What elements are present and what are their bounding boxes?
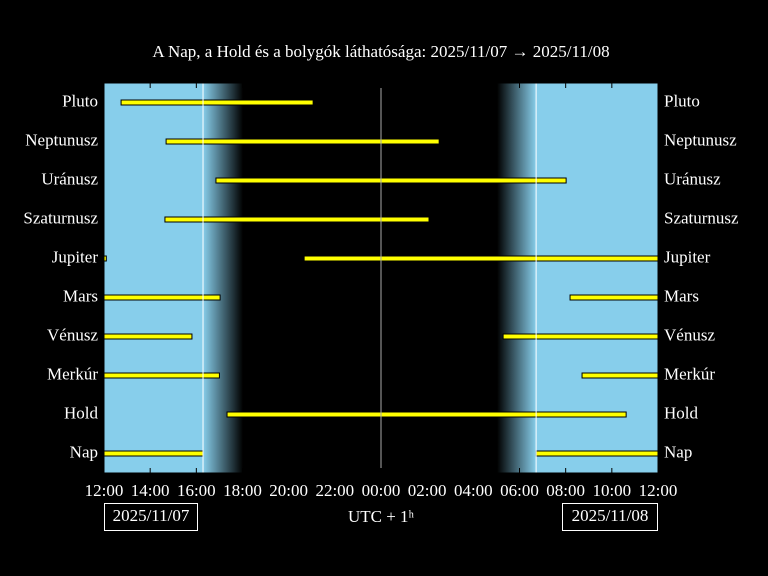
row-label: Pluto — [62, 91, 98, 110]
row-label: Vénusz — [47, 325, 98, 344]
visibility-bar — [103, 450, 204, 457]
x-tick-label: 16:00 — [177, 481, 216, 500]
row-label: Szaturnusz — [23, 208, 98, 227]
x-tick-label: 14:00 — [131, 481, 170, 500]
row-label: Uránusz — [664, 169, 721, 188]
row-label: Hold — [664, 403, 699, 422]
chart-title: A Nap, a Hold és a bolygók láthatósága: … — [152, 42, 609, 61]
visibility-bar — [581, 372, 659, 379]
x-tick-label: 12:00 — [85, 481, 124, 500]
row-label: Nap — [664, 442, 692, 461]
row-label: Uránusz — [41, 169, 98, 188]
x-tick-label: 12:00 — [639, 481, 678, 500]
visibility-bar — [164, 216, 430, 223]
row-label: Neptunusz — [25, 130, 98, 149]
x-tick-label: 20:00 — [269, 481, 308, 500]
row-label: Szaturnusz — [664, 208, 739, 227]
twilight — [203, 83, 243, 473]
row-label: Jupiter — [664, 247, 711, 266]
row-label: Neptunusz — [664, 130, 737, 149]
row-label: Nap — [70, 442, 98, 461]
x-tick-label: 22:00 — [315, 481, 354, 500]
visibility-bar — [226, 411, 627, 418]
visibility-bar — [120, 99, 314, 106]
x-tick-label: 00:00 — [362, 481, 401, 500]
x-tick-label: 02:00 — [408, 481, 447, 500]
x-tick-label: 06:00 — [500, 481, 539, 500]
end-date: 2025/11/08 — [572, 506, 649, 525]
date-box — [562, 503, 658, 531]
row-label: Pluto — [664, 91, 700, 110]
x-tick-label: 10:00 — [592, 481, 631, 500]
twilight — [497, 83, 537, 473]
day — [104, 83, 204, 473]
row-label: Mars — [664, 286, 699, 305]
x-axis-label: UTC + 1ʰ — [348, 507, 415, 526]
x-tick-label: 08:00 — [546, 481, 585, 500]
row-label: Merkúr — [47, 364, 98, 383]
start-date: 2025/11/07 — [113, 506, 190, 525]
row-label: Jupiter — [52, 247, 99, 266]
visibility-bar — [502, 333, 659, 340]
row-label: Merkúr — [664, 364, 715, 383]
day — [536, 83, 658, 473]
visibility-bar — [535, 450, 659, 457]
visibility-bar — [103, 333, 193, 340]
row-label: Mars — [63, 286, 98, 305]
x-tick-label: 18:00 — [223, 481, 262, 500]
row-label: Hold — [64, 403, 99, 422]
visibility-bar — [569, 294, 659, 301]
date-box — [104, 503, 198, 531]
visibility-bar — [303, 255, 659, 262]
visibility-bar — [103, 372, 220, 379]
row-label: Vénusz — [664, 325, 715, 344]
visibility-bar — [215, 177, 567, 184]
x-tick-label: 04:00 — [454, 481, 493, 500]
visibility-bar — [165, 138, 440, 145]
